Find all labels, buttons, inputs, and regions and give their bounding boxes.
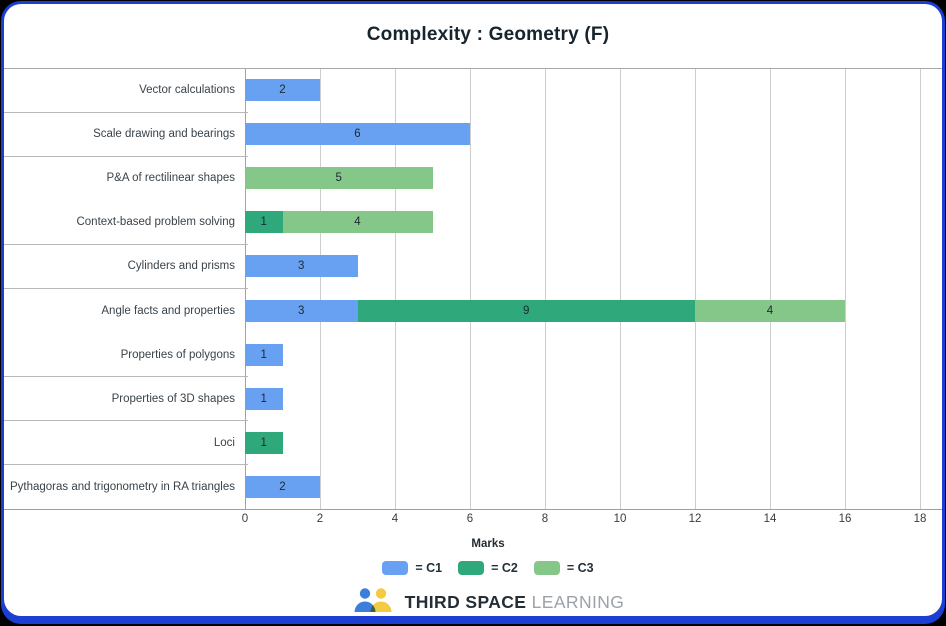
bar-segment-c3: 5 xyxy=(245,167,433,190)
row-separator xyxy=(4,243,248,245)
x-axis-title: Marks xyxy=(471,538,505,550)
chart-row: Properties of 3D shapes 1 xyxy=(4,377,942,422)
bar-segment-c2: 9 xyxy=(357,299,695,322)
x-tick-label: 2 xyxy=(316,513,324,525)
bar-segment-c1: 1 xyxy=(245,387,283,410)
bar-segment-c1: 3 xyxy=(245,299,358,322)
gridline xyxy=(620,68,621,509)
category-label: Angle facts and properties xyxy=(101,304,235,317)
bar-segment-c1: 1 xyxy=(245,343,283,366)
chart-row: Vector calculations 2 xyxy=(4,68,942,113)
category-label: Cylinders and prisms xyxy=(127,260,235,273)
bar-chart: Vector calculations 2 Scale drawing and be… xyxy=(4,4,942,616)
x-tick-label: 0 xyxy=(241,513,249,525)
bar-segment-c1: 2 xyxy=(245,79,320,102)
x-tick-label: 12 xyxy=(688,513,702,525)
legend-label: = C2 xyxy=(491,561,518,575)
chart-row: P&A of rectilinear shapes 5 xyxy=(4,156,942,200)
gridline xyxy=(470,68,471,509)
legend-item: = C2 xyxy=(458,561,518,575)
legend-item: = C1 xyxy=(382,561,442,575)
legend-label: = C3 xyxy=(566,561,594,575)
chart-row: Properties of polygons 1 xyxy=(4,333,942,378)
x-tick-label: 10 xyxy=(613,513,627,525)
chart-top-border xyxy=(4,68,942,69)
bar-segment-c3: 4 xyxy=(695,299,845,322)
chart-legend: = C1 = C2 = C3 xyxy=(4,561,942,575)
legend-swatch-c3 xyxy=(533,561,560,575)
category-label: Loci xyxy=(213,436,235,449)
gridline xyxy=(395,68,396,509)
row-separator xyxy=(4,287,248,289)
bar-track: 2 xyxy=(245,79,320,102)
x-tick-label: 8 xyxy=(541,513,549,525)
row-separator xyxy=(4,155,248,157)
x-tick-label: 16 xyxy=(838,513,852,525)
x-tick-label: 6 xyxy=(466,513,474,525)
category-label: P&A of rectilinear shapes xyxy=(106,172,236,185)
bar-segment-c1: 3 xyxy=(245,255,358,278)
bar-track: 3 xyxy=(245,255,358,278)
brand-name-primary: THIRD SPACE xyxy=(404,591,527,612)
bar-track: 1 xyxy=(245,387,283,410)
chart-row: Loci 1 xyxy=(4,421,942,466)
chart-row: Angle facts and properties 3 9 4 xyxy=(4,288,942,332)
gridline xyxy=(695,68,696,509)
bar-segment-c2: 1 xyxy=(245,431,283,454)
bar-track: 5 xyxy=(245,167,433,190)
x-tick-label: 14 xyxy=(763,513,777,525)
gridline xyxy=(320,68,321,509)
row-separator xyxy=(4,376,248,378)
x-axis-tick-labels: 0 2 4 6 8 10 12 14 16 18 xyxy=(241,513,942,527)
gridline xyxy=(545,68,546,509)
bar-segment-c3: 4 xyxy=(282,211,433,234)
legend-label: = C1 xyxy=(415,561,443,575)
brand-name-secondary: LEARNING xyxy=(531,591,625,612)
chart-row: Scale drawing and bearings 6 xyxy=(4,112,942,157)
chart-row: Context-based problem solving 1 4 xyxy=(4,200,942,245)
bar-track: 6 xyxy=(245,123,470,146)
chart-rows: Vector calculations 2 Scale drawing and be… xyxy=(4,68,942,509)
gridline xyxy=(920,68,921,509)
x-axis-line xyxy=(4,509,942,510)
third-space-learning-logo-icon xyxy=(354,588,392,612)
category-label: Context-based problem solving xyxy=(76,216,235,229)
row-separator xyxy=(4,420,248,422)
chart-row: Cylinders and prisms 3 xyxy=(4,244,942,289)
row-separator xyxy=(4,464,248,466)
x-tick-label: 18 xyxy=(913,513,927,525)
bar-track: 2 xyxy=(245,475,320,498)
category-label: Vector calculations xyxy=(139,84,235,97)
x-tick-label: 4 xyxy=(391,513,399,525)
category-label: Properties of polygons xyxy=(120,348,235,361)
chart-row: Pythagoras and trigonometry in RA triang… xyxy=(4,465,942,509)
bar-segment-c1: 2 xyxy=(245,475,320,498)
legend-swatch-c2 xyxy=(458,561,485,575)
bar-segment-c1: 6 xyxy=(245,123,470,146)
gridline xyxy=(770,68,771,509)
brand-name: THIRD SPACE LEARNING xyxy=(405,592,625,613)
bar-track: 1 xyxy=(245,343,283,366)
legend-swatch-c1 xyxy=(382,561,409,575)
page-title: Complexity : Geometry (F) xyxy=(366,24,610,45)
gridline xyxy=(845,68,846,509)
row-separator xyxy=(4,111,248,113)
bar-track: 1 xyxy=(245,431,283,454)
category-label: Pythagoras and trigonometry in RA triang… xyxy=(9,480,235,493)
chart-card: Complexity : Geometry (F) Vector calcula… xyxy=(4,4,942,616)
brand-footer: THIRD SPACE LEARNING xyxy=(4,587,942,616)
legend-item: = C3 xyxy=(533,561,594,575)
category-label: Properties of 3D shapes xyxy=(111,392,235,405)
bar-segment-c2: 1 xyxy=(245,211,283,234)
category-label: Scale drawing and bearings xyxy=(93,128,235,141)
